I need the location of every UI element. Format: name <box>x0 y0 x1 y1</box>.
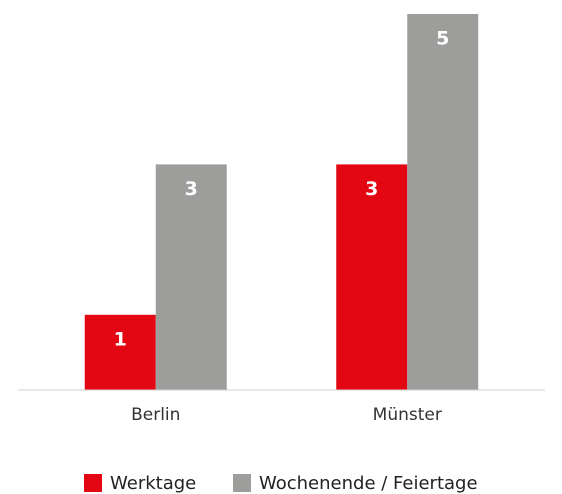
legend-swatch <box>84 474 102 492</box>
legend-label: Wochenende / Feiertage <box>259 473 478 494</box>
value-label: 1 <box>114 328 127 350</box>
value-label: 3 <box>185 178 198 200</box>
x-tick-label: Berlin <box>131 405 180 425</box>
legend-label: Werktage <box>110 473 196 494</box>
x-tick-label: Münster <box>373 405 442 425</box>
bar <box>155 164 227 390</box>
bar <box>407 14 479 390</box>
legend-swatch <box>233 474 251 492</box>
value-label: 5 <box>436 28 449 50</box>
value-label: 3 <box>365 178 378 200</box>
bar <box>84 314 156 390</box>
bar <box>336 164 408 390</box>
